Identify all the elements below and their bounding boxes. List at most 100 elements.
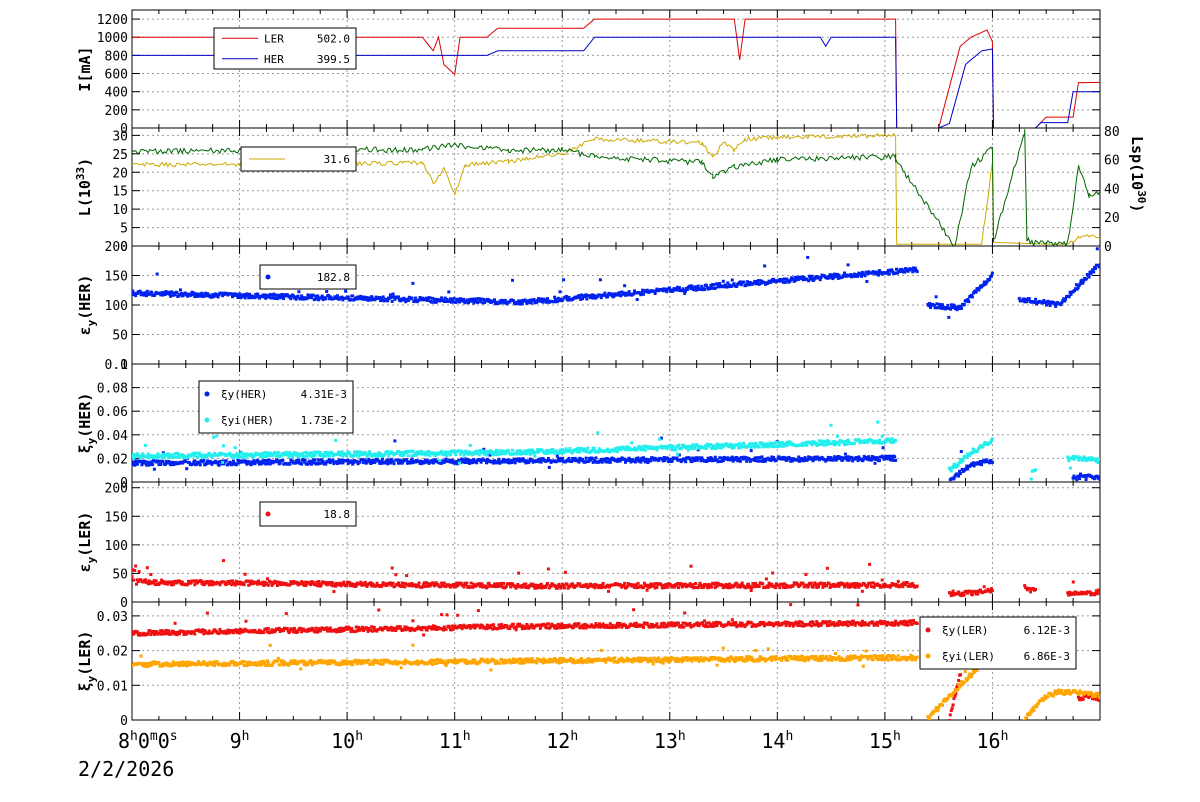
data-point — [444, 451, 447, 454]
data-point — [894, 459, 897, 462]
data-point — [779, 445, 782, 448]
data-point — [149, 573, 152, 576]
data-point — [449, 453, 452, 456]
y2-axis-label: Lsp(1030) — [1128, 136, 1148, 212]
data-point — [1099, 590, 1102, 593]
y2-tick-label: 40 — [1104, 182, 1120, 197]
data-point — [991, 437, 994, 440]
y-axis-label: εy(LER) — [76, 512, 98, 573]
y-axis-label: L(1033) — [74, 158, 94, 216]
data-point — [761, 582, 764, 585]
data-point — [826, 567, 829, 570]
data-point — [763, 264, 766, 267]
data-point — [386, 299, 389, 302]
data-point — [273, 297, 276, 300]
y2-tick-label: 0 — [1104, 240, 1112, 255]
data-point — [472, 461, 475, 464]
data-point — [547, 568, 550, 571]
data-point — [477, 609, 480, 612]
y-tick-label: 0.02 — [97, 452, 128, 467]
y-axis-label-tail: (LER) — [76, 512, 94, 557]
data-point — [196, 456, 199, 459]
data-point — [765, 577, 768, 580]
data-point — [209, 583, 212, 586]
data-point — [577, 461, 580, 464]
data-point — [702, 586, 705, 589]
y-axis-label: εy(HER) — [76, 275, 98, 336]
data-point — [193, 633, 196, 636]
data-point — [146, 566, 149, 569]
y-axis-label: ξy(HER) — [76, 393, 98, 454]
legend-value: 31.6 — [324, 153, 351, 166]
data-point — [509, 585, 512, 588]
data-point — [390, 296, 393, 299]
data-point — [988, 278, 991, 281]
data-point — [439, 585, 442, 588]
data-point — [304, 459, 307, 462]
data-point — [172, 630, 175, 633]
data-point — [148, 579, 151, 582]
y-tick-label: 0.02 — [97, 645, 128, 660]
data-point — [991, 461, 994, 464]
data-point — [975, 291, 978, 294]
y-axis-label-tail: (LER) — [76, 631, 94, 676]
data-point — [297, 459, 300, 462]
data-point — [563, 586, 566, 589]
data-point — [454, 453, 457, 456]
data-point — [264, 455, 267, 458]
data-point — [446, 613, 449, 616]
data-point — [398, 451, 401, 454]
data-point — [132, 457, 135, 460]
data-point — [655, 586, 658, 589]
data-point — [1049, 304, 1052, 307]
data-point — [754, 459, 757, 462]
data-point — [159, 463, 162, 466]
data-point — [806, 256, 809, 259]
y-axis-label-main: ξ — [76, 682, 94, 691]
data-point — [804, 456, 807, 459]
data-point — [432, 301, 435, 304]
data-point — [965, 456, 968, 459]
data-point — [705, 447, 708, 450]
data-point — [151, 463, 154, 466]
data-point — [876, 456, 879, 459]
data-point — [245, 620, 248, 623]
data-point — [138, 570, 141, 573]
data-point — [445, 628, 448, 631]
data-point — [411, 619, 414, 622]
y-tick-label: 10 — [112, 203, 128, 218]
legend: 18.8 — [260, 502, 356, 526]
data-point — [971, 452, 974, 455]
data-point — [1094, 267, 1097, 270]
data-point — [387, 454, 390, 457]
data-point — [438, 459, 441, 462]
data-point — [324, 297, 327, 300]
data-point — [1097, 461, 1100, 464]
data-point — [691, 443, 694, 446]
data-point — [1034, 298, 1037, 301]
data-point — [778, 586, 781, 589]
data-point — [556, 454, 559, 457]
data-point — [276, 584, 279, 587]
data-point — [440, 613, 443, 616]
legend-name: ξyi(HER) — [221, 414, 274, 427]
data-point — [342, 581, 345, 584]
data-point — [819, 443, 822, 446]
data-point — [876, 421, 879, 424]
data-point — [241, 456, 244, 459]
data-point — [797, 456, 800, 459]
data-point — [963, 594, 966, 597]
data-point — [710, 585, 713, 588]
data-point — [916, 585, 919, 588]
data-point — [371, 630, 374, 633]
y2-tick-label: 80 — [1104, 125, 1120, 140]
data-point — [1085, 277, 1088, 280]
data-point — [393, 462, 396, 465]
data-point — [199, 463, 202, 466]
data-point — [178, 632, 181, 635]
data-point — [320, 583, 323, 586]
data-point — [735, 582, 738, 585]
data-point — [739, 460, 742, 463]
data-point — [546, 582, 549, 585]
